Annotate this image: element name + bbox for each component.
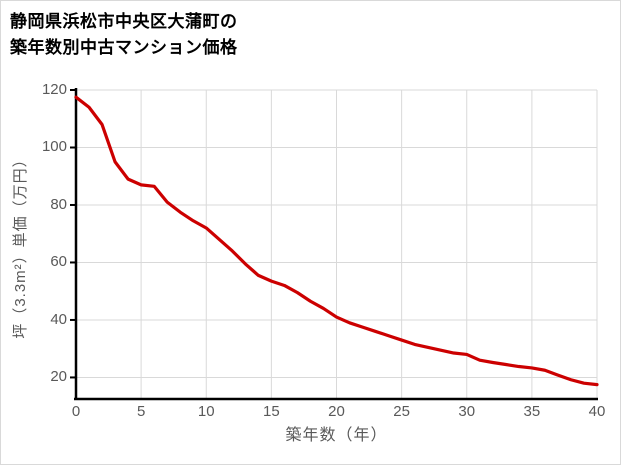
y-tick-label: 120: [41, 81, 67, 98]
x-tick-label: 35: [523, 403, 541, 420]
x-tick-label: 5: [136, 403, 146, 420]
x-tick-label: 15: [263, 403, 280, 420]
price-line-series: [74, 95, 599, 387]
y-tick-label: 60: [50, 253, 67, 271]
x-tick-label: 25: [393, 403, 410, 420]
chart-title-line-1: 静岡県浜松市中央区大蒲町の: [10, 12, 238, 31]
y-tick-label: 20: [50, 368, 67, 386]
x-tick-label: 40: [588, 403, 606, 420]
chart-title-line-2: 築年数別中古マンション価格: [10, 38, 238, 57]
y-tick-label: 100: [41, 138, 67, 156]
y-tick-label: 80: [50, 195, 67, 213]
y-axis-title: 坪（3.3m²）単価（万円）: [12, 151, 29, 339]
x-axis-title: 築年数（年）: [285, 427, 388, 444]
x-tick-label: 0: [71, 403, 81, 420]
x-tick-label: 10: [197, 403, 215, 420]
x-tick-label: 30: [458, 403, 476, 420]
y-tick-label: 40: [50, 310, 67, 328]
chart-title: 静岡県浜松市中央区大蒲町の 築年数別中古マンション価格: [10, 9, 238, 61]
x-tick-label: 20: [328, 403, 345, 420]
